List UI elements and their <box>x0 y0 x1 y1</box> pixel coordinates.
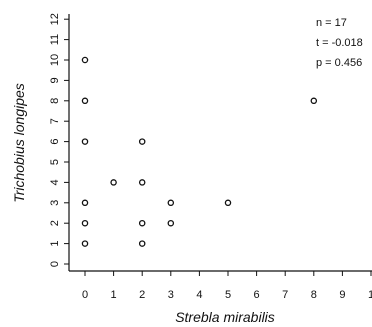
x-tick-label: 1 <box>368 289 372 301</box>
x-tick-label: 6 <box>254 289 260 301</box>
x-tick-label: 0 <box>82 289 88 301</box>
y-tick-label: 1 <box>49 241 61 247</box>
y-tick-label: 8 <box>49 98 61 104</box>
x-tick-label: 1 <box>111 289 117 301</box>
x-tick-label: 3 <box>168 289 174 301</box>
data-point <box>167 219 175 227</box>
data-point <box>310 97 318 105</box>
axes <box>68 14 372 272</box>
x-tick-label: 7 <box>282 289 288 301</box>
data-point <box>138 179 146 186</box>
data-point <box>81 199 89 207</box>
annotation-p: p = 0.456 <box>316 57 362 69</box>
x-tick-label: 5 <box>225 289 231 301</box>
y-tick-label: 7 <box>49 118 61 124</box>
data-point <box>81 56 89 64</box>
data-point <box>167 199 175 207</box>
y-tick-label: 9 <box>49 77 61 83</box>
data-point <box>81 138 89 145</box>
data-point <box>81 97 89 105</box>
stats-annotations: n = 17 t = -0.018 p = 0.456 <box>316 17 363 69</box>
y-axis-title: Trichobius longipes <box>11 83 27 203</box>
x-tick-label: 9 <box>339 289 345 301</box>
y-tick-label: 0 <box>49 261 61 267</box>
y-tick-label: 3 <box>49 200 61 206</box>
data-point <box>224 199 232 207</box>
data-point <box>138 138 146 145</box>
y-tick-label: 6 <box>49 139 61 145</box>
x-tick-label: 4 <box>196 289 202 301</box>
x-tick-label: 2 <box>139 289 145 301</box>
data-point <box>81 219 89 227</box>
y-tick-label: 2 <box>49 220 61 226</box>
x-tick-label: 8 <box>311 289 317 301</box>
data-point <box>81 240 89 247</box>
x-ticks: 0 1 2 3 4 5 6 7 8 9 1 <box>82 271 372 301</box>
y-tick-label: 11 <box>49 34 61 45</box>
data-points <box>81 56 318 247</box>
y-tick-label: 4 <box>49 179 61 185</box>
y-tick-label: 10 <box>49 54 61 66</box>
x-axis-title: Strebla mirabilis <box>175 309 275 325</box>
data-point <box>138 240 146 247</box>
y-tick-label: 5 <box>49 159 61 165</box>
data-point <box>110 179 117 186</box>
y-tick-label: 12 <box>49 13 61 25</box>
annotation-t: t = -0.018 <box>316 37 363 49</box>
annotation-n: n = 17 <box>316 17 347 29</box>
data-point <box>138 219 146 227</box>
